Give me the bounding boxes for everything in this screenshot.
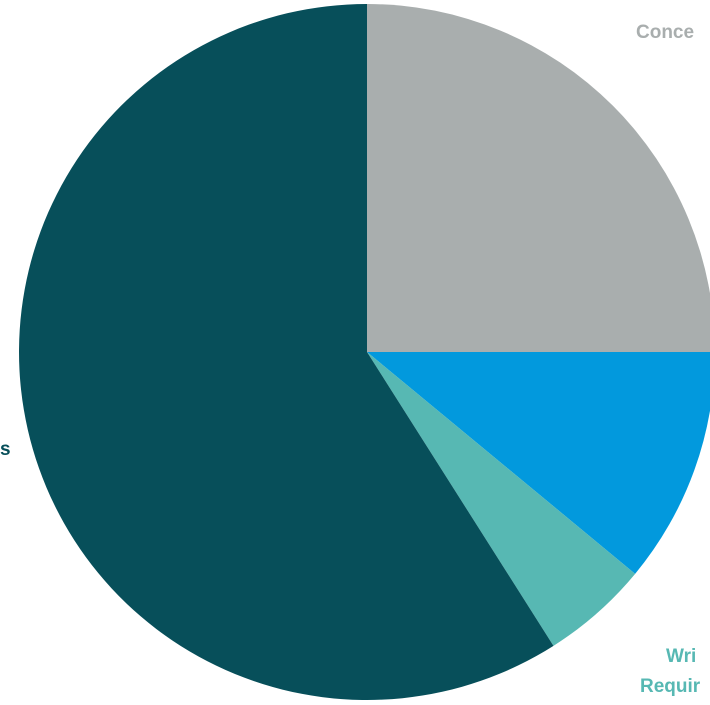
slice-label-s: s [0,439,11,460]
pie-slice-4 [19,4,554,701]
slice-label-conce: Conce [636,22,694,43]
slice-label-wri-line2: Requir [640,676,701,697]
slices-layer [19,4,710,701]
pie-slice-1 [367,4,710,352]
pie-slice-2 [367,352,710,574]
slice-label-wri-line1: Wri [666,646,696,667]
labels-layer: Conce Wri Requir s [0,22,701,697]
pie-slice-3 [367,352,636,646]
